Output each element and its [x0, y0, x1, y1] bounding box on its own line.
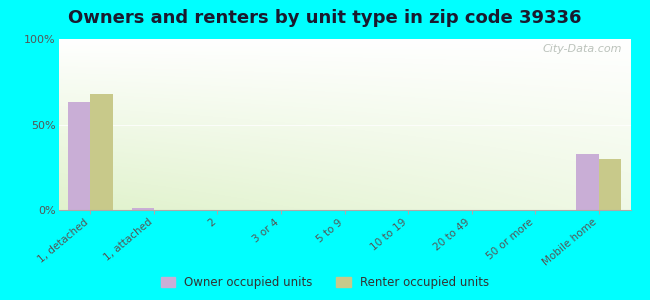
- Bar: [68, 102, 90, 210]
- Text: City-Data.com: City-Data.com: [542, 44, 622, 54]
- Text: Owners and renters by unit type in zip code 39336: Owners and renters by unit type in zip c…: [68, 9, 582, 27]
- Bar: [90, 94, 112, 210]
- Bar: [131, 208, 154, 210]
- Bar: [599, 159, 621, 210]
- Bar: [577, 154, 599, 210]
- Legend: Owner occupied units, Renter occupied units: Owner occupied units, Renter occupied un…: [156, 272, 494, 294]
